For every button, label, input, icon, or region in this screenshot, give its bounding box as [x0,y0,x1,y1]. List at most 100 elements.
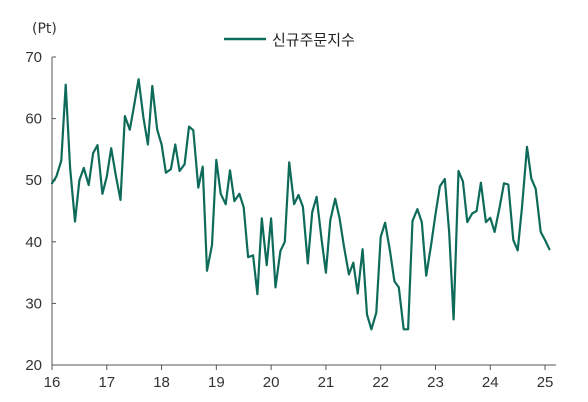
x-tick-label: 19 [208,374,225,391]
data-point [494,231,496,233]
data-point [202,166,204,168]
data-point [403,328,405,330]
data-point [115,176,117,178]
data-point [448,232,450,234]
data-point [129,129,131,131]
data-point [370,328,372,330]
data-point [517,249,519,251]
data-point [366,313,368,316]
data-point [362,248,364,250]
data-point [270,217,272,219]
data-point [261,217,263,219]
x-tick-label: 23 [427,374,444,391]
data-point [393,280,395,282]
data-point [151,85,153,87]
data-point [311,211,313,213]
y-axis-unit-label: (Pt) [32,21,57,37]
data-point [133,104,135,106]
data-point [471,212,473,215]
data-point [215,159,217,161]
data-point [316,196,318,198]
data-point [184,163,186,165]
data-point [220,193,222,195]
data-point [530,177,532,179]
data-point [179,170,181,172]
data-point [88,184,90,186]
data-point [170,168,172,170]
data-point [65,84,67,86]
data-point [206,270,208,272]
x-tick-label: 18 [153,374,170,391]
data-point [256,293,258,295]
data-point [466,221,468,223]
x-tick-label: 20 [263,374,280,391]
data-point [225,203,227,205]
data-point [352,262,354,264]
data-point [389,250,391,252]
data-point [334,198,336,200]
data-point [96,144,99,146]
data-point [357,292,359,295]
data-point [348,273,350,275]
data-point [78,179,80,181]
data-point [252,254,254,256]
data-point [288,161,290,163]
data-point [83,167,85,169]
data-point [302,206,304,208]
data-point [138,78,140,80]
plot-area: 20 30 40 50 60 70 16 17 18 19 20 21 22 23 24 25 [25,49,556,391]
legend-label: 신규주문지수 [272,31,355,49]
data-point [320,238,323,240]
data-point [266,264,268,266]
data-point [499,206,501,208]
data-point [375,312,377,314]
data-point [329,219,331,221]
y-tick-label: 60 [25,111,42,128]
data-point [430,244,432,246]
data-point [238,193,240,195]
data-point [453,318,455,320]
data-point [503,182,505,184]
data-point [284,241,286,243]
data-point [425,275,427,277]
data-point [233,200,235,202]
data-point [535,188,537,190]
data-point [188,126,190,128]
data-point [147,143,149,146]
data-point [384,222,386,224]
data-point [110,147,112,149]
data-point [380,236,382,238]
data-point [540,231,542,233]
x-tick-label: 17 [98,374,115,391]
data-point [457,170,460,172]
data-point [51,182,53,184]
data-point [274,286,277,288]
data-point [307,262,309,264]
x-tick-label: 16 [44,374,61,391]
data-point [411,220,414,222]
data-point [119,199,122,201]
data-point [74,220,76,223]
data-point [325,272,327,274]
y-tick-label: 40 [25,234,42,251]
data-point [124,115,126,117]
data-point [480,182,482,184]
x-tick-label: 24 [482,374,499,391]
y-tick-label: 30 [25,295,42,312]
x-tick-label: 21 [318,374,335,391]
data-point [507,183,509,186]
y-tick-label: 20 [25,357,42,374]
data-point [421,221,423,223]
data-point [544,239,546,241]
data-point [192,129,194,131]
data-point [462,180,464,182]
data-point [297,194,300,196]
data-point [247,256,249,258]
data-point [60,159,62,162]
data-point [476,210,478,212]
data-point [439,185,441,187]
data-point [161,143,163,146]
data-point [293,203,295,205]
y-tick-label: 50 [25,172,42,189]
